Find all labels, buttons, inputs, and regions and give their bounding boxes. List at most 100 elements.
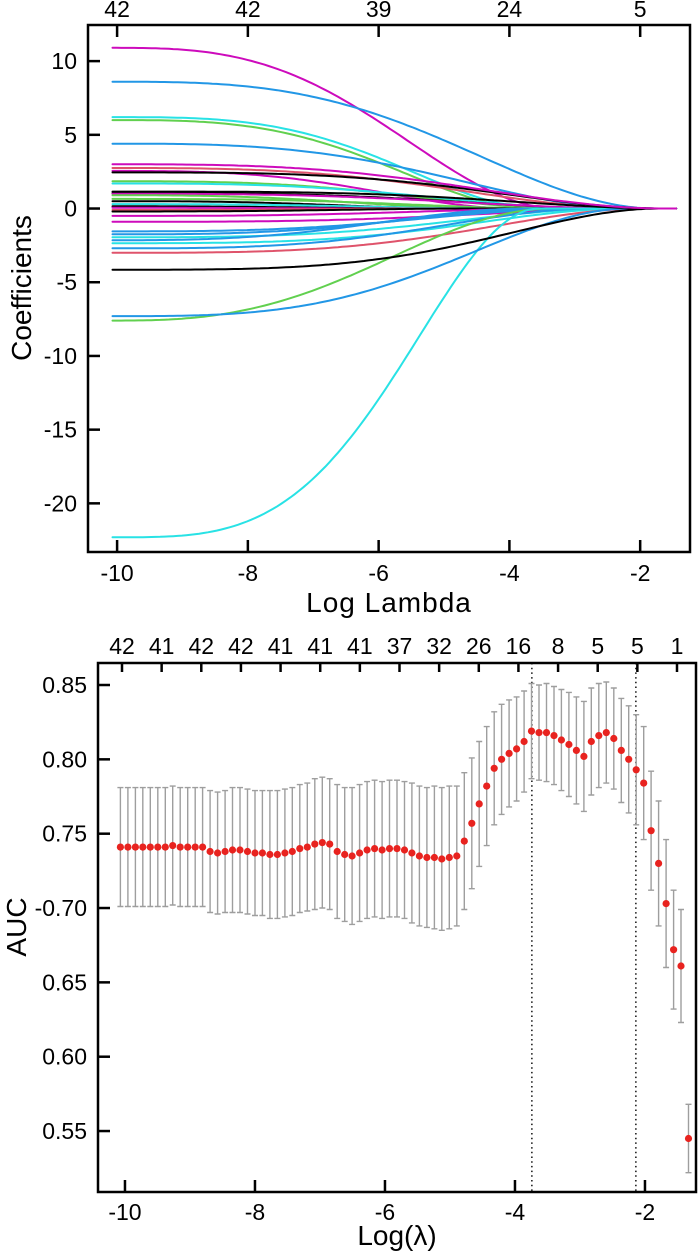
x-tick-label: -6 [368, 560, 388, 586]
x-tick-label: -4 [505, 1199, 526, 1225]
auc-point [184, 843, 192, 851]
auc-point [199, 843, 207, 851]
y-tick-label: 0.65 [42, 969, 87, 995]
auc-point [385, 845, 394, 853]
auc-point [139, 843, 147, 851]
auc-point [490, 764, 498, 772]
y-tick-label: -5 [57, 269, 77, 295]
auc-point [258, 849, 266, 857]
auc-point [348, 852, 356, 860]
top-count-label: 5 [634, 0, 647, 22]
auc-point [281, 849, 289, 857]
top-count-label: 42 [109, 633, 135, 659]
auc-point [617, 746, 625, 755]
coefficient-path-blue [111, 207, 678, 318]
y-tick-label: 5 [64, 122, 77, 148]
top-count-label: 26 [466, 633, 492, 659]
y-tick-label: 0.75 [42, 821, 87, 847]
top-count-label: 8 [552, 633, 565, 659]
y-tick-label: -10 [44, 343, 77, 369]
auc-point [408, 849, 416, 857]
auc-point [625, 755, 633, 763]
auc-point [655, 859, 663, 868]
top-count-label: 24 [497, 0, 523, 22]
auc-point [505, 749, 513, 758]
auc-point [587, 737, 595, 746]
y-tick-label: 0.85 [42, 672, 87, 698]
auc-point [400, 846, 409, 854]
auc-point [557, 736, 566, 744]
auc-point [363, 846, 371, 854]
auc-point [341, 850, 349, 859]
auc-point [647, 827, 655, 835]
coefficient-path-panel [111, 46, 678, 539]
auc-point [169, 842, 177, 850]
auc-plot-box [96, 661, 698, 1194]
y-tick-label: 0 [64, 196, 77, 222]
auc-point [318, 839, 326, 847]
y-tick-label: -20 [44, 490, 77, 516]
auc-point [677, 962, 685, 970]
auc-point [632, 766, 640, 774]
auc-point [520, 737, 528, 746]
auc-point [296, 845, 304, 853]
top-count-label: 5 [631, 633, 644, 659]
coefficient-path-black [111, 207, 678, 271]
y-tick-label: 0.55 [42, 1118, 87, 1144]
x-tick-label: -6 [375, 1199, 395, 1225]
auc-point [595, 732, 603, 740]
auc-point [468, 819, 476, 827]
auc-point [423, 853, 431, 862]
auc-point [191, 843, 199, 851]
auc-point [236, 846, 244, 854]
top-count-label: 42 [104, 0, 130, 22]
auc-point [161, 843, 169, 851]
top-count-label: 42 [235, 0, 261, 22]
auc-point [266, 850, 274, 859]
auc-point [176, 843, 184, 851]
top-count-label: 32 [426, 633, 452, 659]
auc-point [393, 845, 401, 853]
auc-point [602, 729, 610, 737]
auc-point [475, 800, 483, 808]
auc-point [460, 837, 468, 845]
auc-point [527, 727, 536, 735]
top-count-label: 16 [506, 633, 532, 659]
top-count-label: 41 [307, 633, 333, 659]
auc-point [378, 846, 386, 854]
auc-point [131, 843, 139, 851]
y-tick-label: -0.70 [35, 895, 87, 921]
auc-point [670, 946, 678, 954]
coef-plot-box [86, 23, 692, 554]
auc-point [333, 847, 341, 856]
auc-point [356, 849, 364, 857]
auc-point [498, 755, 506, 763]
auc-point [243, 847, 252, 856]
auc-point [445, 853, 453, 862]
auc-point [415, 852, 423, 860]
y-tick-label: 0.80 [42, 746, 87, 772]
auc-axis-title: AUC [1, 897, 32, 957]
top-count-label: 5 [591, 633, 604, 659]
auc-point [438, 855, 446, 863]
x-tick-label: -2 [630, 560, 650, 586]
x-tick-label: -10 [108, 1199, 141, 1225]
y-tick-label: -15 [44, 417, 77, 443]
top-count-label: 42 [188, 633, 214, 659]
top-count-label: 37 [387, 633, 413, 659]
log-lambda-axis-title: Log Lambda [306, 587, 472, 618]
auc-point [311, 840, 319, 848]
y-tick-label: 0.60 [42, 1044, 87, 1070]
auc-point [154, 843, 162, 851]
auc-point [684, 1134, 693, 1143]
top-count-label: 41 [268, 633, 294, 659]
auc-point [371, 845, 379, 853]
auc-point [610, 734, 618, 743]
auc-point [580, 752, 588, 761]
auc-point [221, 847, 229, 856]
coefficients-axis-title: Coefficients [6, 215, 37, 361]
y-tick-label: 10 [51, 48, 77, 74]
auc-point [572, 746, 581, 755]
top-count-label: 1 [671, 633, 684, 659]
